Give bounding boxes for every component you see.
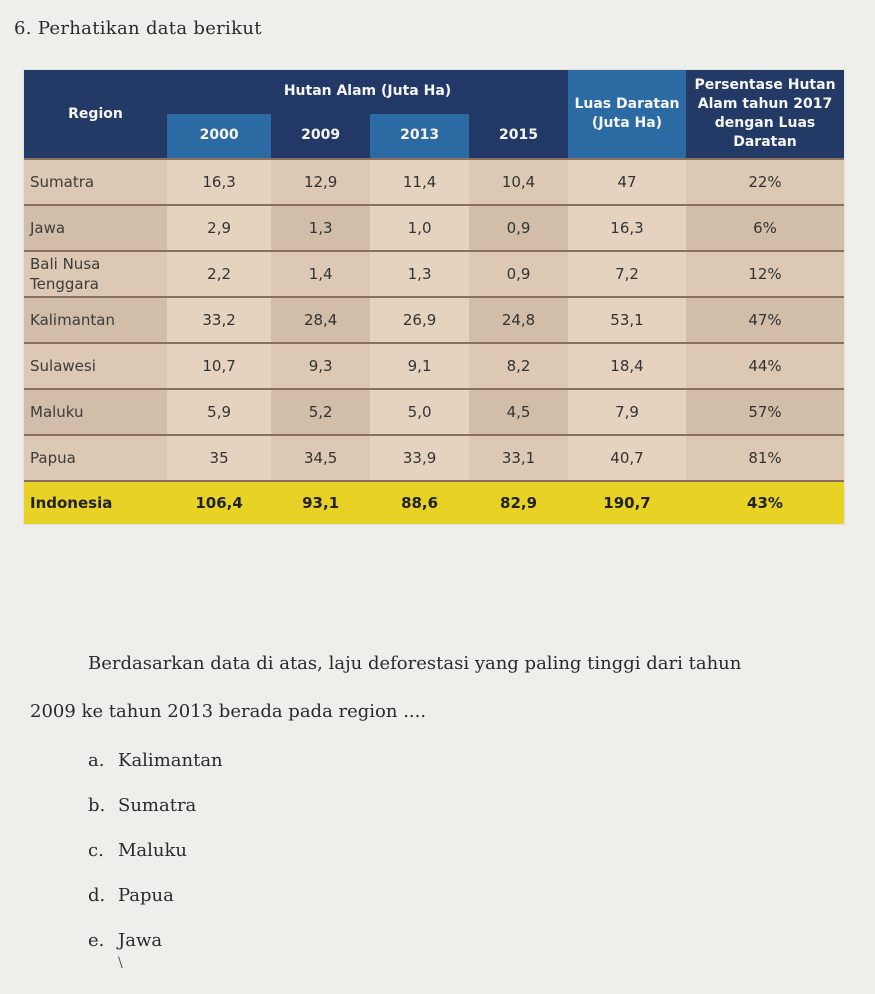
value-cell: 16,3 <box>568 204 686 251</box>
region-cell: Jawa <box>24 204 167 251</box>
value-cell: 34,5 <box>271 434 371 481</box>
value-cell: 88,6 <box>370 480 470 524</box>
total-row: Indonesia 106,4 93,1 88,6 82,9 190,7 43% <box>24 480 844 524</box>
table-row: Bali Nusa Tenggara 2,2 1,4 1,3 0,9 7,2 1… <box>24 250 844 297</box>
option-letter: c. <box>88 840 104 861</box>
value-cell: 43% <box>686 480 844 524</box>
question-text: Berdasarkan data di atas, laju deforesta… <box>30 640 860 736</box>
option-a[interactable]: a. Kalimantan <box>88 738 223 783</box>
option-b[interactable]: b. Sumatra <box>88 783 223 828</box>
value-cell: 18,4 <box>568 342 686 389</box>
question-number: 6. <box>14 18 32 39</box>
value-cell: 44% <box>686 342 844 389</box>
value-cell: 0,9 <box>469 204 568 251</box>
value-cell: 12% <box>686 250 844 297</box>
value-cell: 16,3 <box>167 158 272 205</box>
value-cell: 33,1 <box>469 434 568 481</box>
value-cell: 4,5 <box>469 388 568 435</box>
answer-options: a. Kalimantan b. Sumatra c. Maluku d. Papua … <box>88 738 223 963</box>
region-header: Region <box>24 70 167 159</box>
table-row: Maluku 5,9 5,2 5,0 4,5 7,9 57% <box>24 388 844 435</box>
value-cell: 5,9 <box>167 388 272 435</box>
value-cell: 53,1 <box>568 296 686 343</box>
value-cell: 33,9 <box>370 434 470 481</box>
value-cell: 1,3 <box>271 204 371 251</box>
value-cell: 22% <box>686 158 844 205</box>
pencil-mark: \ <box>118 955 123 971</box>
value-cell: 10,4 <box>469 158 568 205</box>
region-cell: Sulawesi <box>24 342 167 389</box>
forest-header: Hutan Alam (Juta Ha) <box>167 70 568 114</box>
region-cell: Maluku <box>24 388 167 435</box>
year-header-2013: 2013 <box>370 113 470 159</box>
value-cell: 5,2 <box>271 388 371 435</box>
value-cell: 11,4 <box>370 158 470 205</box>
value-cell: 26,9 <box>370 296 470 343</box>
value-cell: 12,9 <box>271 158 371 205</box>
value-cell: 24,8 <box>469 296 568 343</box>
value-cell: 9,1 <box>370 342 470 389</box>
value-cell: 57% <box>686 388 844 435</box>
value-cell: 8,2 <box>469 342 568 389</box>
value-cell: 5,0 <box>370 388 470 435</box>
value-cell: 190,7 <box>568 480 686 524</box>
value-cell: 40,7 <box>568 434 686 481</box>
value-cell: 10,7 <box>167 342 272 389</box>
option-text: Papua <box>118 885 174 906</box>
option-text: Kalimantan <box>118 750 223 771</box>
value-cell: 2,2 <box>167 250 272 297</box>
option-d[interactable]: d. Papua <box>88 873 223 918</box>
region-cell: Bali Nusa Tenggara <box>24 250 167 297</box>
value-cell: 82,9 <box>469 480 568 524</box>
option-letter: d. <box>88 885 106 906</box>
option-letter: e. <box>88 930 105 951</box>
value-cell: 7,2 <box>568 250 686 297</box>
forest-data-table: Region Hutan Alam (Juta Ha) Luas Daratan… <box>24 70 844 524</box>
value-cell: 81% <box>686 434 844 481</box>
land-area-header: Luas Daratan (Juta Ha) <box>568 70 686 159</box>
region-cell: Indonesia <box>24 480 167 524</box>
option-text: Maluku <box>118 840 188 861</box>
value-cell: 0,9 <box>469 250 568 297</box>
value-cell: 6% <box>686 204 844 251</box>
value-cell: 47 <box>568 158 686 205</box>
region-cell: Sumatra <box>24 158 167 205</box>
value-cell: 1,3 <box>370 250 470 297</box>
table-row: Papua 35 34,5 33,9 33,1 40,7 81% <box>24 434 844 481</box>
value-cell: 47% <box>686 296 844 343</box>
value-cell: 33,2 <box>167 296 272 343</box>
question-intro: 6. Perhatikan data berikut <box>14 18 262 39</box>
table-row: Sulawesi 10,7 9,3 9,1 8,2 18,4 44% <box>24 342 844 389</box>
value-cell: 9,3 <box>271 342 371 389</box>
value-cell: 1,4 <box>271 250 371 297</box>
year-header-2000: 2000 <box>167 113 272 159</box>
year-header-2015: 2015 <box>469 113 568 159</box>
value-cell: 93,1 <box>271 480 371 524</box>
table-row: Sumatra 16,3 12,9 11,4 10,4 47 22% <box>24 158 844 205</box>
option-e[interactable]: e. Jawa <box>88 918 223 963</box>
intro-text: Perhatikan data berikut <box>37 18 262 39</box>
value-cell: 7,9 <box>568 388 686 435</box>
option-text: Sumatra <box>118 795 197 816</box>
table-row: Jawa 2,9 1,3 1,0 0,9 16,3 6% <box>24 204 844 251</box>
percent-header: Persentase Hutan Alam tahun 2017 dengan … <box>686 70 844 159</box>
region-cell: Kalimantan <box>24 296 167 343</box>
value-cell: 106,4 <box>167 480 272 524</box>
option-c[interactable]: c. Maluku <box>88 828 223 873</box>
option-text: Jawa <box>118 930 163 951</box>
table-row: Kalimantan 33,2 28,4 26,9 24,8 53,1 47% <box>24 296 844 343</box>
value-cell: 28,4 <box>271 296 371 343</box>
value-cell: 2,9 <box>167 204 272 251</box>
region-cell: Papua <box>24 434 167 481</box>
option-letter: a. <box>88 750 105 771</box>
value-cell: 35 <box>167 434 272 481</box>
year-header-2009: 2009 <box>271 113 371 159</box>
question-line-2: 2009 ke tahun 2013 berada pada region ..… <box>30 701 427 722</box>
value-cell: 1,0 <box>370 204 470 251</box>
question-line-1: Berdasarkan data di atas, laju deforesta… <box>88 653 742 674</box>
option-letter: b. <box>88 795 106 816</box>
